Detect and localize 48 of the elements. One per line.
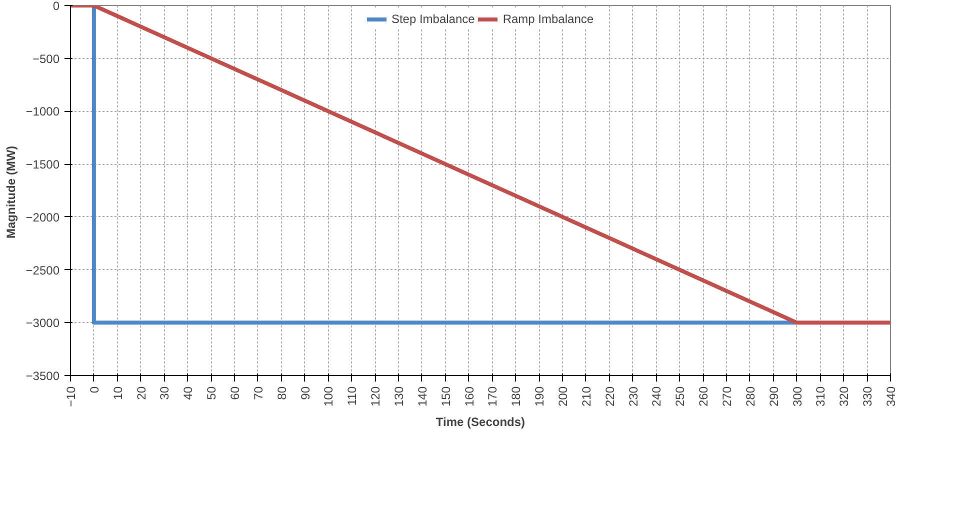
- x-tick-label: 250: [673, 386, 688, 407]
- x-tick-label: 200: [556, 386, 570, 407]
- y-tick-label: −3500: [26, 369, 60, 383]
- x-tick-label: −10: [64, 386, 78, 407]
- x-tick-label: 100: [322, 386, 336, 407]
- x-tick-label: 130: [392, 386, 406, 407]
- x-tick-label: 70: [251, 386, 266, 400]
- x-tick-label: 40: [181, 386, 196, 400]
- x-tick-label: 280: [743, 386, 758, 407]
- x-tick-label: 180: [509, 386, 524, 407]
- x-tick-label: 300: [790, 386, 804, 407]
- x-tick-label: 310: [814, 386, 828, 407]
- x-tick-label: 240: [650, 386, 664, 407]
- legend-label: Step Imbalance: [391, 12, 475, 26]
- x-tick-label: 330: [860, 386, 875, 407]
- x-tick-label: 190: [532, 386, 547, 407]
- x-tick-label: 340: [884, 386, 898, 407]
- y-tick-label: −1500: [26, 158, 60, 172]
- x-tick-label: 30: [158, 386, 172, 400]
- x-tick-label: 20: [134, 386, 148, 400]
- x-tick-label: 160: [462, 386, 476, 407]
- x-tick-label: 150: [438, 386, 453, 407]
- x-tick-label: 0: [87, 386, 102, 394]
- x-tick-label: 80: [274, 386, 289, 400]
- x-tick-label: 260: [696, 386, 711, 407]
- x-tick-label: 210: [579, 386, 594, 407]
- x-tick-label: 110: [345, 386, 360, 406]
- x-tick-label: 60: [228, 386, 242, 400]
- x-tick-label: 320: [837, 386, 852, 407]
- y-tick-label: 0: [52, 0, 60, 13]
- y-tick-label: −3000: [26, 316, 60, 330]
- x-tick-label: 120: [368, 386, 383, 407]
- legend-label: Ramp Imbalance: [502, 12, 594, 26]
- x-tick-label: 170: [486, 386, 500, 407]
- x-tick-label: 270: [720, 386, 734, 407]
- y-tick-label: −2000: [26, 210, 60, 224]
- x-tick-label: 50: [204, 386, 219, 400]
- x-tick-label: 140: [415, 386, 430, 407]
- y-tick-label: −500: [32, 52, 60, 66]
- x-tick-label: 220: [602, 386, 617, 407]
- y-tick-label: −1000: [26, 104, 60, 119]
- x-tick-label: 230: [626, 386, 640, 407]
- x-tick-label: 10: [110, 386, 125, 400]
- y-axis-title: Magnitude (MW): [4, 146, 18, 238]
- x-tick-label: 90: [298, 386, 312, 400]
- x-tick-label: 290: [766, 386, 781, 407]
- x-axis-title: Time (Seconds): [436, 414, 526, 429]
- y-tick-label: −2500: [26, 263, 60, 278]
